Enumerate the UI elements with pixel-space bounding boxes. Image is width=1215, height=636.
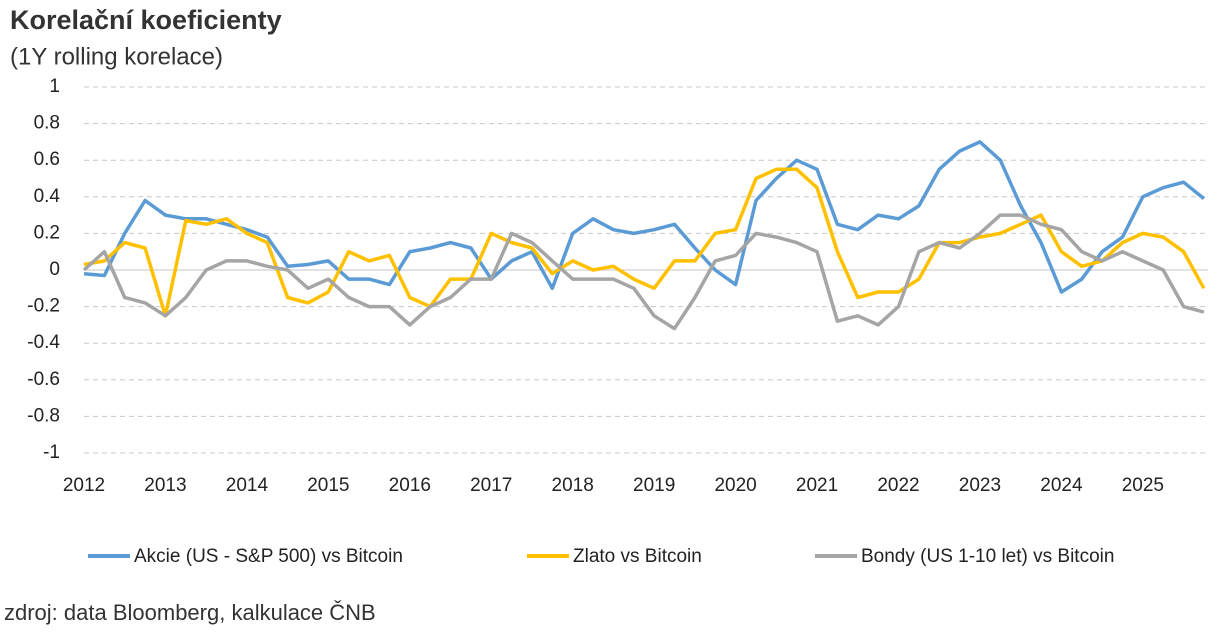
x-tick-label: 2020 bbox=[714, 475, 756, 496]
y-tick-label: 0.6 bbox=[34, 149, 60, 170]
x-tick-label: 2012 bbox=[63, 475, 105, 496]
x-tick-label: 2019 bbox=[633, 475, 675, 496]
x-tick-label: 2017 bbox=[470, 475, 512, 496]
series-line bbox=[83, 167, 1206, 318]
x-tick-label: 2018 bbox=[552, 475, 594, 496]
chart-subtitle: (1Y rolling korelace) bbox=[10, 43, 223, 70]
x-tick-label: 2013 bbox=[144, 475, 186, 496]
y-tick-label: -0.6 bbox=[27, 369, 60, 390]
y-tick-label: 1 bbox=[49, 76, 60, 97]
x-tick-label: 2022 bbox=[877, 475, 919, 496]
x-tick-label: 2015 bbox=[307, 475, 349, 496]
y-tick-label: 0.2 bbox=[34, 222, 60, 243]
x-tick-label: 2016 bbox=[389, 475, 431, 496]
y-tick-label: 0.4 bbox=[34, 186, 61, 207]
source-note: zdroj: data Bloomberg, kalkulace ČNB bbox=[4, 600, 376, 625]
x-tick-label: 2021 bbox=[796, 475, 838, 496]
series-line bbox=[83, 140, 1205, 294]
y-tick-label: -0.4 bbox=[27, 332, 60, 353]
y-tick-label: 0 bbox=[49, 259, 60, 280]
x-tick-label: 2023 bbox=[959, 475, 1001, 496]
series-line bbox=[82, 213, 1205, 331]
legend-label: Akcie (US - S&P 500) vs Bitcoin bbox=[134, 546, 403, 567]
x-tick-label: 2024 bbox=[1040, 475, 1083, 496]
legend-label: Zlato vs Bitcoin bbox=[573, 546, 702, 567]
chart-title: Korelační koeficienty bbox=[10, 5, 282, 35]
x-tick-label: 2014 bbox=[226, 475, 269, 496]
y-tick-label: -1 bbox=[43, 442, 60, 463]
y-tick-label: 0.8 bbox=[34, 113, 60, 134]
legend-label: Bondy (US 1-10 let) vs Bitcoin bbox=[861, 546, 1114, 567]
y-tick-label: -0.8 bbox=[27, 405, 60, 426]
x-tick-label: 2025 bbox=[1122, 475, 1164, 496]
y-tick-label: -0.2 bbox=[27, 296, 60, 317]
